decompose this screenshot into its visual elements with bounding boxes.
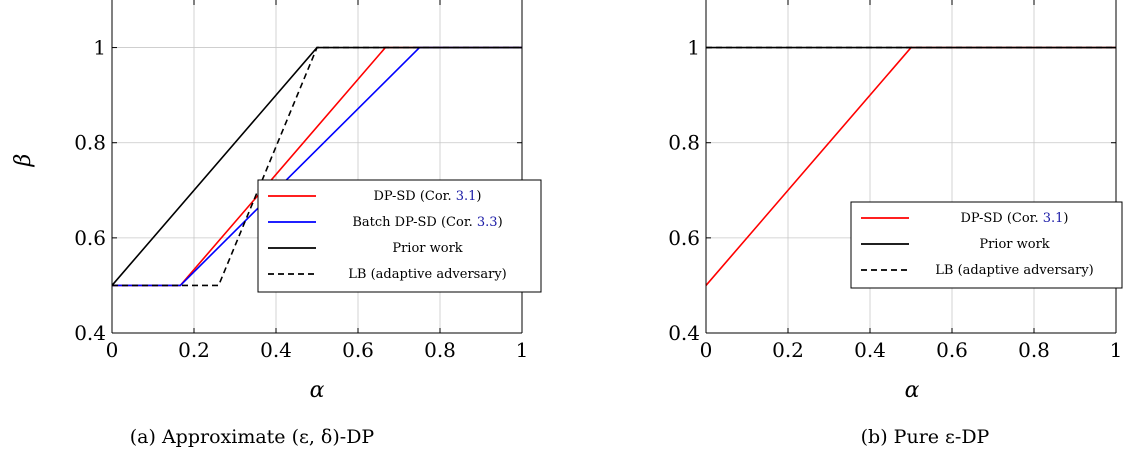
- x-tick-label: 0: [106, 338, 119, 362]
- legend-entry-end: ): [498, 215, 503, 230]
- x-tick-label: 1: [1110, 338, 1123, 362]
- x-tick-label: 0: [700, 338, 713, 362]
- x-axis-label: α: [310, 378, 325, 403]
- x-tick-label: 0.2: [178, 338, 210, 362]
- legend-entry-ref: 3.3: [477, 215, 498, 230]
- caption: (b) Pure ε-DP: [861, 426, 990, 448]
- legend-entry-end: ): [1063, 211, 1068, 226]
- y-tick-label: 0.8: [74, 131, 106, 155]
- x-tick-label: 0.8: [424, 338, 456, 362]
- legend-entry-3: LB (adaptive adversary): [348, 267, 506, 282]
- axes: 0 0.2 0.4 0.6 0.8 1 0.4 0.6 0.8 1: [668, 0, 1122, 362]
- panel-b: 0 0.2 0.4 0.6 0.8 1 0.4 0.6 0.8 1 α (b) Pure ε-DP DP…: [668, 0, 1123, 448]
- x-axis-label: α: [905, 378, 920, 403]
- x-tick-label: 0.2: [772, 338, 804, 362]
- legend-entry-2: Prior work: [392, 241, 462, 256]
- legend-entry-1: Prior work: [979, 237, 1049, 252]
- series-group: [705, 46, 1116, 286]
- legend: DP-SD (Cor. 3.1) Prior work LB (adaptive a…: [850, 201, 1123, 289]
- legend-entry-1: Batch DP-SD (Cor. 3.3): [352, 215, 502, 230]
- y-tick-label: 0.4: [74, 321, 106, 345]
- y-tick-label: 0.4: [668, 321, 700, 345]
- y-tick-label: 1: [687, 36, 700, 60]
- legend-entry-0: DP-SD (Cor. 3.1): [374, 189, 482, 204]
- y-tick-label: 1: [93, 36, 106, 60]
- panel-a: 0 0.2 0.4 0.6 0.8 1 0.4 0.6 0.8 1 α β (a) Approximat…: [11, 0, 542, 448]
- legend-entry-0: DP-SD (Cor. 3.1): [961, 211, 1069, 226]
- x-tick-label: 0.4: [260, 338, 292, 362]
- x-tick-label: 0.4: [854, 338, 886, 362]
- x-tick-label: 0.8: [1018, 338, 1050, 362]
- series-group: [111, 46, 522, 287]
- legend-entry-ref: 3.1: [1043, 211, 1064, 226]
- legend-box: [257, 179, 542, 293]
- y-tick-label: 0.6: [668, 226, 700, 250]
- axes: 0 0.2 0.4 0.6 0.8 1 0.4 0.6 0.8 1: [74, 0, 528, 362]
- legend-entry-ref: 3.1: [456, 189, 477, 204]
- legend-entry-text: LB (adaptive adversary): [348, 267, 506, 282]
- y-axis-label: β: [11, 154, 36, 168]
- legend-entry-text: DP-SD (Cor.: [961, 211, 1043, 226]
- y-tick-label: 0.8: [668, 131, 700, 155]
- legend-entry-text: Batch DP-SD (Cor.: [352, 215, 477, 230]
- legend-entry-text: Prior work: [979, 237, 1049, 252]
- x-tick-label: 0.6: [936, 338, 968, 362]
- legend-box: [850, 201, 1123, 289]
- series-line-3: [112, 46, 522, 287]
- y-tick-label: 0.6: [74, 226, 106, 250]
- x-tick-label: 1: [516, 338, 529, 362]
- legend: DP-SD (Cor. 3.1)Batch DP-SD (Cor. 3.3)Pr…: [257, 179, 542, 293]
- legend-entry-text: LB (adaptive adversary): [935, 263, 1093, 278]
- caption: (a) Approximate (ε, δ)-DP: [130, 426, 375, 448]
- x-tick-label: 0.6: [342, 338, 374, 362]
- legend-entry-2: LB (adaptive adversary): [935, 263, 1093, 278]
- legend-entry-end: ): [476, 189, 481, 204]
- legend-entry-text: DP-SD (Cor.: [374, 189, 456, 204]
- legend-entry-text: Prior work: [392, 241, 462, 256]
